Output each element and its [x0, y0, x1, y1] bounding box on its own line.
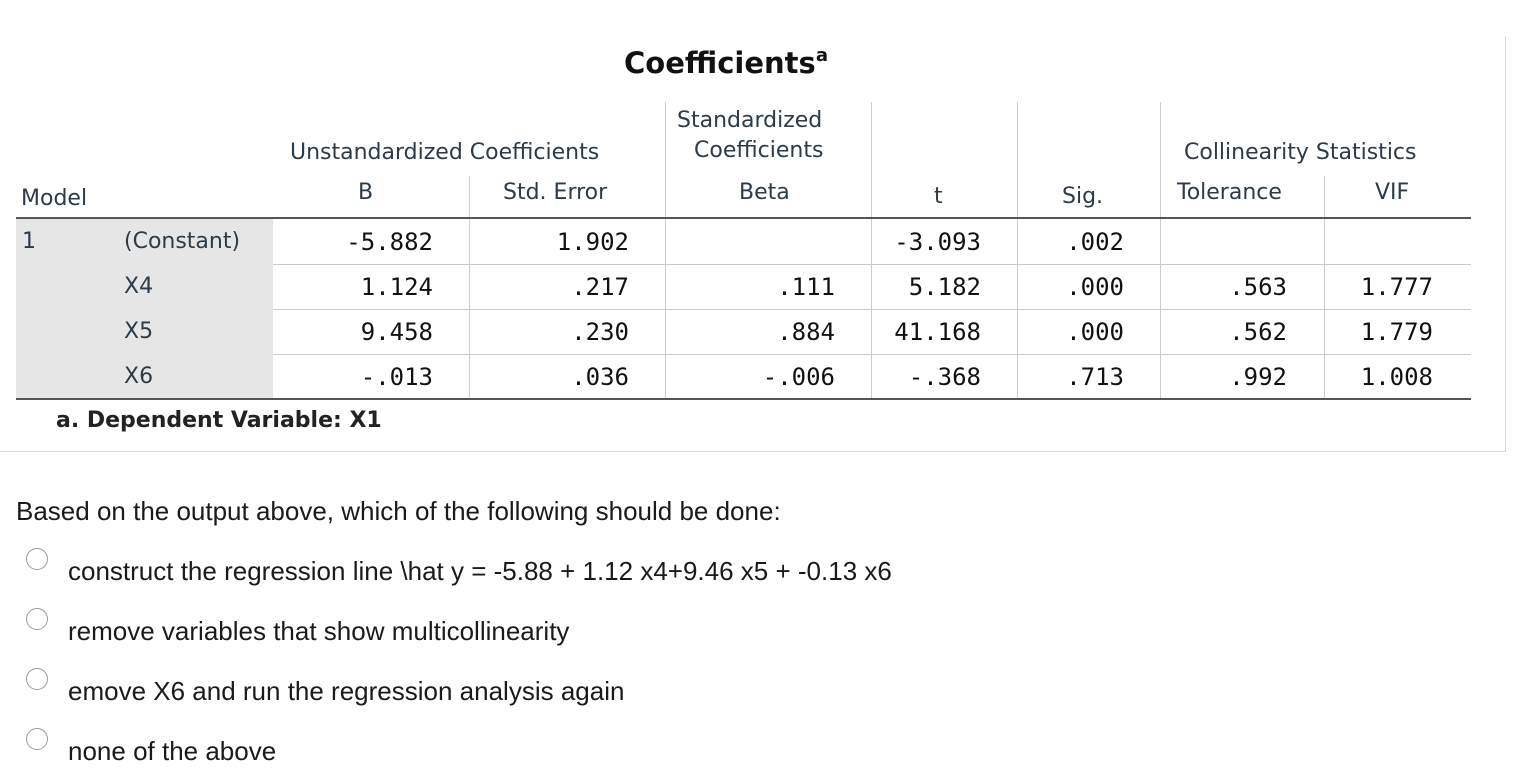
header-collinearity-statistics: Collinearity Statistics: [1184, 140, 1417, 165]
answer-option-label: construct the regression line \hat y = -…: [68, 556, 892, 586]
cell-beta: .884: [777, 318, 835, 346]
answer-option-3[interactable]: emove X6 and run the regression analysis…: [26, 668, 625, 707]
answer-option-label: none of the above: [68, 736, 277, 766]
spss-coefficients-table: Coefficientsa Unstandardized Coefficient…: [0, 36, 1506, 452]
header-model: Model: [21, 186, 88, 211]
table-title: Coefficientsa: [624, 45, 828, 80]
cell-b: 1.124: [360, 273, 433, 301]
answer-option-2[interactable]: remove variables that show multicollinea…: [26, 608, 570, 647]
radio-button[interactable]: [26, 668, 48, 690]
header-b: B: [358, 180, 374, 205]
cell-t: -3.093: [894, 228, 981, 256]
cell-sig: .000: [1066, 273, 1124, 301]
cell-sig: .713: [1066, 363, 1124, 391]
cell-vif: 1.008: [1360, 363, 1433, 391]
header-vif: VIF: [1375, 180, 1410, 205]
answer-option-label: remove variables that show multicollinea…: [68, 616, 570, 646]
cell-std-error: 1.902: [556, 228, 629, 256]
cell-beta: -.006: [762, 363, 835, 391]
cell-std-error: .036: [571, 363, 629, 391]
header-sig: Sig.: [1062, 184, 1104, 209]
cell-tolerance: .992: [1229, 363, 1287, 391]
row-label-constant: (Constant): [124, 229, 241, 254]
cell-vif: 1.779: [1360, 318, 1433, 346]
cell-vif: 1.777: [1360, 273, 1433, 301]
row-label-block: [16, 218, 273, 398]
cell-std-error: .217: [571, 273, 629, 301]
radio-button[interactable]: [26, 548, 48, 570]
row-label-x5: X5: [124, 319, 154, 344]
header-std-error: Std. Error: [503, 180, 608, 205]
radio-button[interactable]: [26, 608, 48, 630]
header-unstandardized-coefficients: Unstandardized Coefficients: [290, 140, 600, 165]
cell-t: -.368: [908, 363, 981, 391]
cell-t: 5.182: [908, 273, 981, 301]
question-prompt: Based on the output above, which of the …: [16, 496, 781, 526]
header-tolerance: Tolerance: [1177, 180, 1282, 205]
cell-std-error: .230: [571, 318, 629, 346]
row-label-x6: X6: [124, 364, 154, 389]
table-footnote: a. Dependent Variable: X1: [56, 408, 382, 433]
cell-beta: .111: [777, 273, 835, 301]
cell-tolerance: .562: [1229, 318, 1287, 346]
cell-b: 9.458: [360, 318, 433, 346]
cell-b: -.013: [360, 363, 433, 391]
answer-option-1[interactable]: construct the regression line \hat y = -…: [26, 548, 892, 587]
header-standardized-line2: Coefficients: [694, 138, 824, 163]
header-beta: Beta: [739, 180, 790, 205]
cell-t: 41.168: [894, 318, 981, 346]
answer-option-label: emove X6 and run the regression analysis…: [68, 676, 625, 706]
cell-sig: .000: [1066, 318, 1124, 346]
radio-button[interactable]: [26, 728, 48, 750]
header-standardized-line1: Standardized: [677, 108, 823, 133]
header-t: t: [934, 184, 943, 209]
cell-b: -5.882: [346, 228, 433, 256]
answer-option-4[interactable]: none of the above: [26, 728, 277, 767]
cell-sig: .002: [1066, 228, 1124, 256]
model-number: 1: [22, 229, 36, 254]
row-label-x4: X4: [124, 274, 154, 299]
cell-tolerance: .563: [1229, 273, 1287, 301]
